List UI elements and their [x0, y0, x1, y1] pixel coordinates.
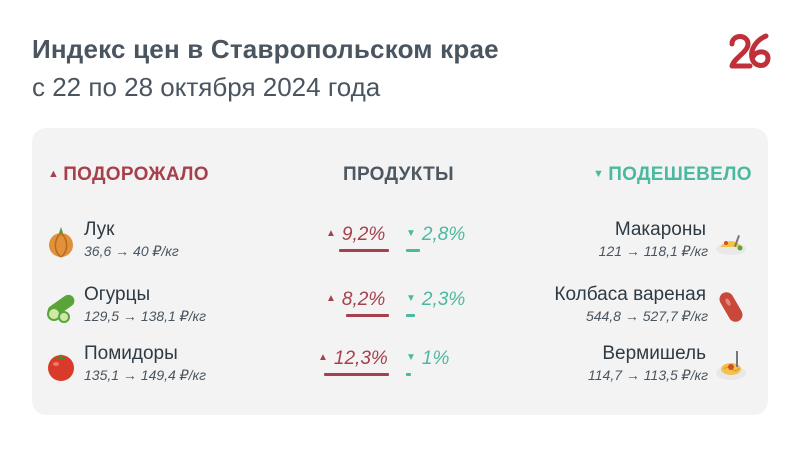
product-name-up: Лук: [84, 219, 115, 240]
pct-increase: ▲ 9,2%: [326, 224, 386, 245]
product-price-down: 121 → 118,1 ₽/кг: [598, 243, 708, 259]
product-name-down: Колбаса вареная: [554, 284, 706, 305]
column-header-down: ▼ ПОДЕШЕВЕЛО: [593, 164, 752, 185]
product-name-up: Огурцы: [84, 284, 151, 305]
logo-26-icon: [729, 33, 771, 69]
pct-decrease: ▼ 2,8%: [406, 224, 466, 245]
product-price-up: 36,6 → 40 ₽/кг: [84, 243, 179, 259]
column-header-products: ПРОДУКТЫ: [343, 164, 454, 185]
price-row: Лук 36,6 → 40 ₽/кг ▲ 9,2% ▼ 2,8% Макароны …: [0, 219, 800, 269]
triangle-down-icon: ▼: [593, 168, 605, 180]
sausage-icon: [719, 292, 743, 322]
pct-decrease: ▼ 2,3%: [406, 289, 466, 310]
increase-bar: [346, 314, 389, 317]
product-name-down: Вермишель: [602, 343, 706, 364]
increase-bar: [339, 249, 389, 252]
product-price-up: 129,5 → 138,1 ₽/кг: [84, 308, 207, 324]
cucumber-icon: [47, 294, 75, 323]
pct-decrease: ▼ 1%: [406, 348, 450, 369]
decrease-bar: [406, 373, 411, 376]
increase-bar: [324, 373, 389, 376]
price-row: Огурцы 129,5 → 138,1 ₽/кг ▲ 8,2% ▼ 2,3% Ко…: [0, 284, 800, 334]
page-subtitle: с 22 по 28 октября 2024 года: [32, 72, 381, 102]
decrease-bar: [406, 314, 415, 317]
price-row: Помидоры 135,1 → 149,4 ₽/кг ▲ 12,3% ▼ 1% В…: [0, 343, 800, 393]
spaghetti-icon: [716, 351, 746, 380]
product-price-down: 114,7 → 113,5 ₽/кг: [588, 367, 708, 383]
pct-increase: ▲ 12,3%: [318, 348, 388, 369]
product-price-down: 544,8 → 527,7 ₽/кг: [585, 308, 708, 324]
price-index-panel: [32, 128, 768, 415]
page-title: Индекс цен в Ставропольском крае: [32, 34, 499, 64]
tomato-icon: [48, 354, 74, 381]
product-name-down: Макароны: [614, 219, 706, 240]
column-header-up: ▲ ПОДОРОЖАЛО: [48, 164, 209, 185]
triangle-up-icon: ▲: [48, 168, 60, 180]
pct-increase: ▲ 8,2%: [326, 289, 386, 310]
decrease-bar: [406, 249, 420, 252]
product-price-up: 135,1 → 149,4 ₽/кг: [84, 367, 207, 383]
product-name-up: Помидоры: [84, 343, 178, 364]
pasta-icon: [716, 235, 746, 255]
onion-icon: [49, 227, 73, 258]
